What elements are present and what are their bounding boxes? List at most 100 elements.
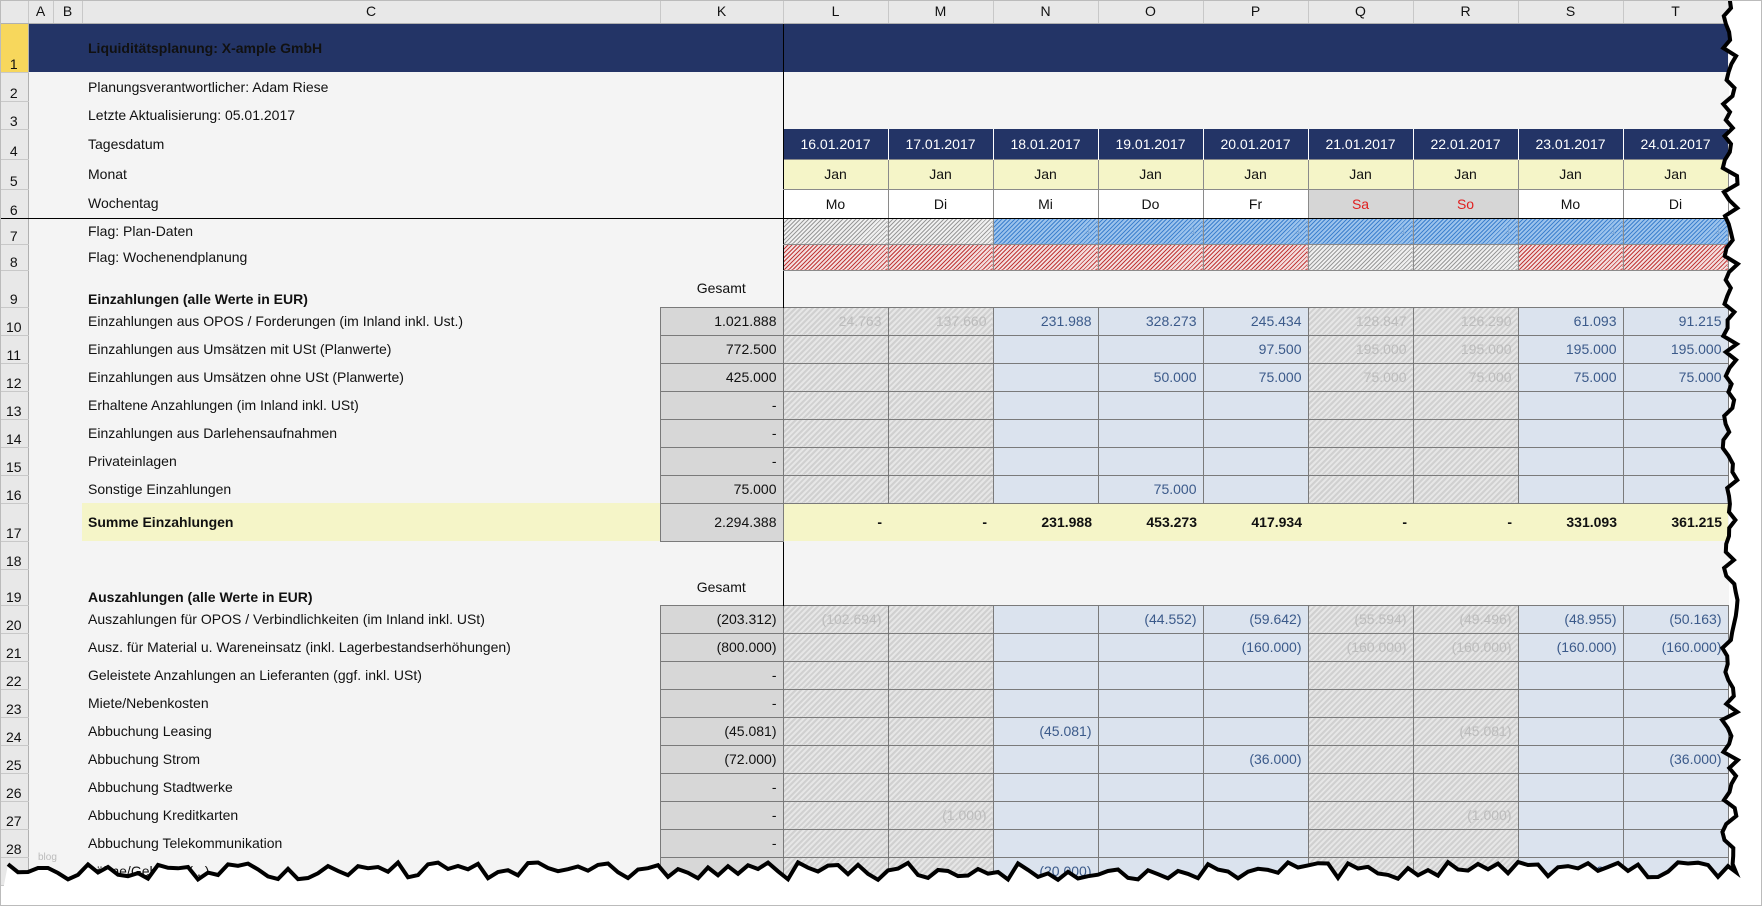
line-item-total[interactable]: (203.312) — [659, 604, 784, 634]
value-cell[interactable] — [1202, 716, 1309, 746]
flag-cell[interactable]: 1 — [1517, 217, 1624, 245]
value-cell[interactable] — [992, 828, 1099, 858]
cell[interactable] — [782, 72, 1728, 101]
flag-cell[interactable]: 1 — [782, 243, 889, 271]
row-header[interactable]: 29 — [0, 857, 29, 886]
value-cell[interactable]: 75.000 — [1622, 362, 1729, 392]
value-cell[interactable]: (102.694) — [782, 604, 889, 634]
row-header[interactable]: 4 — [0, 129, 29, 160]
row-header[interactable]: 11 — [0, 335, 29, 364]
value-cell[interactable] — [1307, 772, 1414, 802]
value-cell[interactable]: 50.000 — [1097, 362, 1204, 392]
value-cell[interactable] — [992, 632, 1099, 662]
value-cell[interactable] — [992, 334, 1099, 364]
date-cell[interactable]: 18.01.2017 — [993, 129, 1099, 159]
row-header[interactable]: 19 — [0, 569, 29, 606]
value-cell[interactable] — [1097, 418, 1204, 448]
flag-cell[interactable]: 1 — [887, 243, 994, 271]
date-cell[interactable]: 19.01.2017 — [1098, 129, 1204, 159]
flag-cell[interactable] — [1307, 243, 1414, 271]
weekday-cell[interactable]: So — [1412, 188, 1519, 219]
flag-cell[interactable]: 1 — [1097, 217, 1204, 245]
value-cell[interactable]: (160.000) — [1202, 632, 1309, 662]
value-cell[interactable]: 245.434 — [1202, 306, 1309, 336]
row-header[interactable]: 18 — [0, 541, 29, 570]
value-cell[interactable]: (160.000) — [1622, 632, 1729, 662]
column-header-Q[interactable]: Q — [1308, 0, 1414, 24]
value-cell[interactable] — [1517, 828, 1624, 858]
flag-cell[interactable]: 1 — [992, 217, 1099, 245]
cell[interactable] — [28, 503, 82, 541]
value-cell[interactable]: 195.000 — [1622, 334, 1729, 364]
row-header[interactable]: 5 — [0, 159, 29, 190]
value-cell[interactable]: 126.290 — [1412, 306, 1519, 336]
value-cell[interactable]: 97.500 — [1202, 334, 1309, 364]
cell[interactable] — [28, 745, 82, 773]
value-cell[interactable] — [1412, 856, 1519, 886]
value-cell[interactable] — [782, 474, 889, 504]
value-cell[interactable]: (160.000) — [1307, 632, 1414, 662]
weekday-cell[interactable]: Fr — [1202, 188, 1309, 219]
weekday-cell[interactable]: Mo — [782, 188, 889, 219]
cell[interactable] — [28, 307, 82, 335]
row-header[interactable]: 26 — [0, 773, 29, 802]
cell[interactable] — [28, 661, 82, 689]
line-item-total[interactable]: - — [659, 772, 784, 802]
column-header-A[interactable]: A — [28, 0, 54, 24]
value-cell[interactable] — [1412, 446, 1519, 476]
value-cell[interactable]: 328.273 — [1097, 306, 1204, 336]
line-item-total[interactable]: - — [659, 828, 784, 858]
cell[interactable] — [28, 72, 82, 101]
line-item-total[interactable]: (72.000) — [659, 744, 784, 774]
value-cell[interactable] — [992, 474, 1099, 504]
cell[interactable] — [782, 101, 1728, 129]
value-cell[interactable] — [1622, 660, 1729, 690]
value-cell[interactable] — [887, 856, 994, 886]
cell[interactable] — [782, 23, 1728, 72]
cell[interactable] — [28, 541, 783, 569]
value-cell[interactable]: 128.847 — [1307, 306, 1414, 336]
sum-cell[interactable]: 231.988 — [993, 503, 1098, 541]
value-cell[interactable]: 195.000 — [1412, 334, 1519, 364]
weekday-cell[interactable]: Di — [887, 188, 994, 219]
value-cell[interactable] — [1412, 772, 1519, 802]
value-cell[interactable] — [1622, 446, 1729, 476]
column-header-T[interactable]: T — [1623, 0, 1729, 24]
value-cell[interactable] — [782, 856, 889, 886]
sum-total[interactable]: 2.294.388 — [659, 502, 784, 542]
select-all-corner[interactable] — [0, 0, 29, 24]
cell[interactable] — [660, 244, 783, 270]
cell[interactable] — [660, 189, 783, 219]
row-header[interactable]: 21 — [0, 633, 29, 662]
value-cell[interactable] — [1097, 334, 1204, 364]
value-cell[interactable] — [992, 772, 1099, 802]
flag-cell[interactable]: 1 — [1307, 217, 1414, 245]
value-cell[interactable]: 75.000 — [1517, 362, 1624, 392]
month-cell[interactable]: Jan — [782, 158, 889, 190]
value-cell[interactable] — [782, 390, 889, 420]
row-header[interactable]: 17 — [0, 503, 29, 542]
value-cell[interactable]: 195.000 — [1517, 334, 1624, 364]
column-header-S[interactable]: S — [1518, 0, 1624, 24]
value-cell[interactable] — [1307, 474, 1414, 504]
month-cell[interactable]: Jan — [1097, 158, 1204, 190]
value-cell[interactable] — [1517, 390, 1624, 420]
value-cell[interactable] — [1097, 744, 1204, 774]
cell[interactable] — [28, 101, 82, 129]
value-cell[interactable] — [1517, 660, 1624, 690]
month-cell[interactable]: Jan — [992, 158, 1099, 190]
flag-cell[interactable]: 1 — [1202, 243, 1309, 271]
value-cell[interactable]: 137.660 — [887, 306, 994, 336]
cell[interactable] — [28, 773, 82, 801]
line-item-total[interactable]: (45.081) — [659, 716, 784, 746]
flag-cell[interactable] — [887, 217, 994, 245]
value-cell[interactable] — [887, 716, 994, 746]
cell[interactable] — [28, 569, 82, 605]
flag-cell[interactable]: 1 — [1517, 243, 1624, 271]
value-cell[interactable] — [1202, 688, 1309, 718]
value-cell[interactable] — [1517, 446, 1624, 476]
value-cell[interactable] — [992, 800, 1099, 830]
value-cell[interactable] — [1202, 474, 1309, 504]
month-cell[interactable]: Jan — [1412, 158, 1519, 190]
value-cell[interactable] — [1097, 688, 1204, 718]
